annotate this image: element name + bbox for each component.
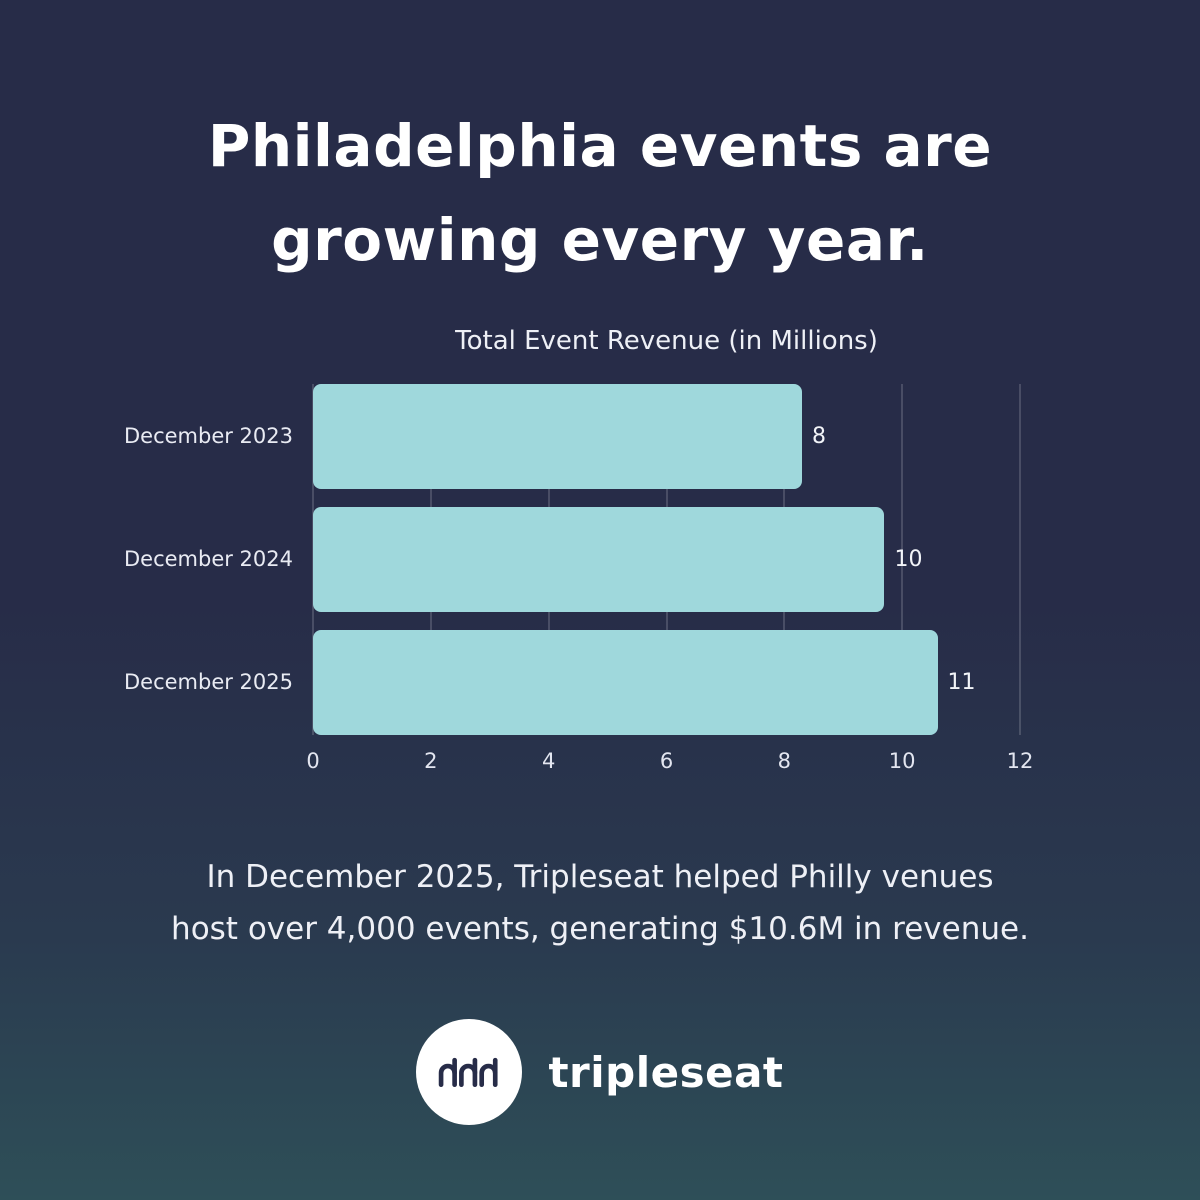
chart-row-december-2023: December 2023 8	[118, 383, 1020, 489]
tripleseat-mark-icon	[439, 1057, 499, 1088]
category-label-december-2023: December 2023	[123, 424, 293, 449]
x-tick: 2	[424, 748, 438, 773]
x-tick: 0	[306, 748, 320, 773]
revenue-bar-chart: Total Event Revenue (in Millions) Decemb…	[118, 325, 1033, 777]
chart-row-december-2024: December 2024 10	[118, 506, 1020, 612]
chart-row-december-2025: December 2025 11	[118, 629, 1020, 735]
category-label-december-2024: December 2024	[123, 547, 293, 572]
bar-december-2025	[313, 629, 938, 735]
x-tick: 12	[1006, 748, 1034, 773]
tripleseat-wordmark: tripleseat	[548, 1047, 784, 1097]
x-axis-ticks: 0 2 4 6 8 10 12	[306, 735, 1033, 777]
value-label-december-2023: 8	[812, 423, 826, 449]
tripleseat-logo-icon	[416, 1019, 523, 1126]
x-tick: 10	[888, 748, 916, 773]
chart-title: Total Event Revenue (in Millions)	[455, 325, 878, 356]
caption-line-2: host over 4,000 events, generating $10.6…	[171, 910, 1029, 947]
value-label-december-2024: 10	[894, 546, 923, 572]
caption-text: In December 2025, Tripleseat helped Phil…	[0, 851, 1200, 955]
category-label-december-2025: December 2025	[123, 670, 293, 695]
x-tick: 6	[659, 748, 674, 773]
bar-december-2024	[313, 506, 885, 612]
page-title-line-2: growing every year.	[271, 205, 929, 274]
gridline	[901, 383, 904, 735]
brand-footer: tripleseat	[0, 1019, 1200, 1126]
caption-line-1: In December 2025, Tripleseat helped Phil…	[206, 858, 994, 895]
gridline	[1019, 383, 1021, 735]
bar-december-2023	[313, 383, 802, 489]
page-title: Philadelphia events are growing every ye…	[0, 0, 1200, 288]
value-label-december-2025: 11	[947, 669, 976, 695]
x-tick: 4	[541, 748, 556, 773]
x-tick: 8	[777, 748, 792, 773]
chart-plot-area: December 2023 8 December 2024 10 Decembe…	[118, 383, 1021, 735]
page-title-line-1: Philadelphia events are	[207, 112, 993, 180]
